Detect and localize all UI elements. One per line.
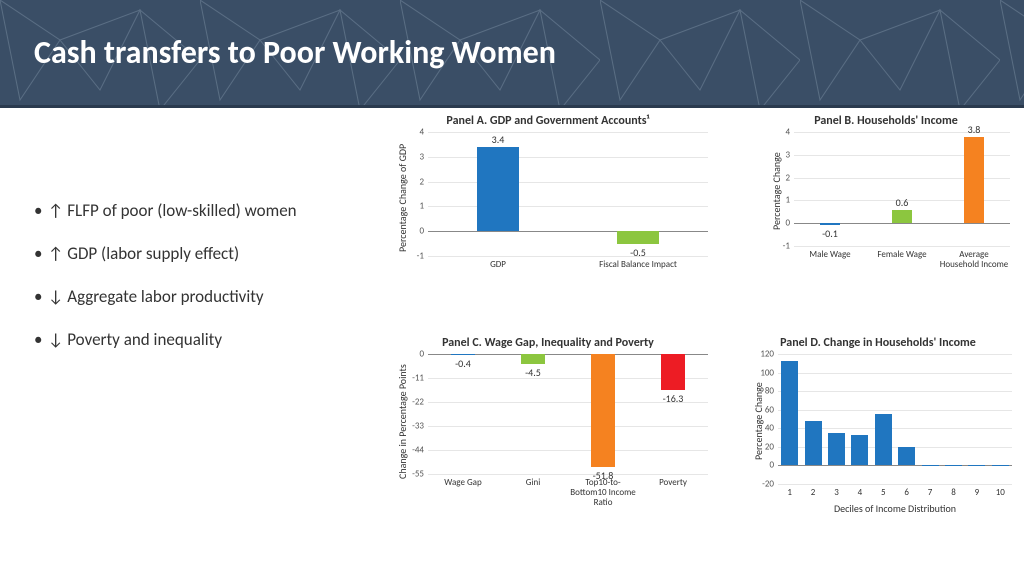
y-axis-label: Percentage Change bbox=[770, 152, 783, 230]
y-tick-label: 4 bbox=[785, 127, 794, 138]
bar-value-label: -4.5 bbox=[525, 366, 541, 379]
y-tick-label: -44 bbox=[412, 445, 428, 456]
chart-bar: -51.8 bbox=[591, 354, 615, 467]
slide-header: Cash transfers to Poor Working Women bbox=[0, 0, 1024, 108]
chart-bar: -0.4 bbox=[451, 354, 475, 355]
y-tick-label: 0 bbox=[769, 460, 778, 471]
y-axis-label: Percentage Change bbox=[752, 382, 765, 460]
bar-value-label: -0.1 bbox=[822, 227, 838, 240]
category-label: 7 bbox=[919, 488, 942, 498]
chart-bar: 3.8 bbox=[964, 137, 984, 224]
category-label: 3 bbox=[825, 488, 848, 498]
bullet-item: ↑ FLFP of poor (low-skilled) women bbox=[34, 200, 334, 223]
bullet-item: ↓ Aggregate labor productivity bbox=[34, 286, 334, 309]
category-label: Fiscal Balance Impact bbox=[569, 260, 706, 270]
y-tick-label: 0 bbox=[785, 218, 794, 229]
category-label: 10 bbox=[989, 488, 1012, 498]
y-tick-label: 20 bbox=[765, 441, 778, 452]
y-tick-label: 100 bbox=[760, 367, 778, 378]
y-tick-label: 40 bbox=[765, 423, 778, 434]
bar-value-label: -0.4 bbox=[455, 357, 471, 370]
y-tick-label: -33 bbox=[412, 421, 428, 432]
panel-title: Panel D. Change in Households' Income bbox=[744, 336, 1012, 350]
category-label: Female Wage bbox=[867, 250, 938, 260]
chart-bar bbox=[968, 465, 985, 466]
chart-bar: -16.3 bbox=[661, 354, 685, 390]
y-tick-label: 120 bbox=[760, 349, 778, 360]
panel-c-wage-gap-inequality-poverty: Panel C. Wage Gap, Inequality and Povert… bbox=[388, 336, 708, 514]
bullet-list: ↑ FLFP of poor (low-skilled) women ↑ GDP … bbox=[34, 200, 334, 372]
chart-plot-area: -101234-0.1Male Wage0.6Female Wage3.8Ave… bbox=[794, 132, 1010, 246]
panel-b-households-income: Panel B. Households' Income-101234-0.1Ma… bbox=[762, 114, 1010, 282]
y-tick-label: -11 bbox=[412, 373, 428, 384]
category-label: 5 bbox=[872, 488, 895, 498]
bar-value-label: -0.5 bbox=[630, 246, 646, 259]
panel-a-gdp-gov-accounts: Panel A. GDP and Government Accounts¹-10… bbox=[388, 114, 708, 282]
y-tick-label: 60 bbox=[765, 404, 778, 415]
category-label: Average Household Income bbox=[939, 250, 1010, 270]
chart-bar bbox=[805, 421, 822, 466]
y-tick-label: 0 bbox=[419, 349, 428, 360]
y-tick-label: 3 bbox=[785, 149, 794, 160]
bar-value-label: 0.6 bbox=[896, 196, 909, 209]
category-label: 4 bbox=[848, 488, 871, 498]
y-axis-label: Percentage Change of GDP bbox=[396, 143, 409, 251]
y-axis-label: Change in Percentage Points bbox=[396, 364, 409, 479]
chart-plot-area: -1012343.4GDP-0.5Fiscal Balance Impact bbox=[428, 132, 708, 256]
chart-bar: -4.5 bbox=[521, 354, 545, 364]
chart-plot-area: -55-44-33-22-110-0.4Wage Gap-4.5Gini-51.… bbox=[428, 354, 708, 474]
category-label: 1 bbox=[778, 488, 801, 498]
category-label: Top10-to-Bottom10 Income Ratio bbox=[569, 478, 638, 508]
category-label: 2 bbox=[802, 488, 825, 498]
bullet-item: ↑ GDP (labor supply effect) bbox=[34, 243, 334, 266]
x-axis-label: Deciles of Income Distribution bbox=[778, 502, 1012, 515]
chart-bar bbox=[851, 435, 868, 466]
y-tick-label: 4 bbox=[419, 127, 428, 138]
y-tick-label: 2 bbox=[419, 176, 428, 187]
chart-bar: -0.5 bbox=[617, 231, 659, 243]
category-label: Poverty bbox=[639, 478, 708, 488]
y-tick-label: 2 bbox=[785, 172, 794, 183]
category-label: Male Wage bbox=[795, 250, 866, 260]
bar-value-label: 3.8 bbox=[968, 123, 981, 136]
y-tick-label: 80 bbox=[765, 386, 778, 397]
bullet-item: ↓ Poverty and inequality bbox=[34, 329, 334, 352]
y-tick-label: 3 bbox=[419, 151, 428, 162]
chart-bar bbox=[875, 414, 892, 465]
y-tick-label: -22 bbox=[412, 397, 428, 408]
chart-bar bbox=[828, 433, 845, 466]
bar-value-label: -16.3 bbox=[663, 392, 684, 405]
chart-plot-area: -2002040608010012012345678910 bbox=[778, 354, 1012, 484]
category-label: 8 bbox=[942, 488, 965, 498]
chart-bar: 3.4 bbox=[477, 147, 519, 231]
panel-d-change-households-income: Panel D. Change in Households' Income -20… bbox=[744, 336, 1012, 514]
chart-bar bbox=[898, 447, 915, 466]
y-tick-label: -20 bbox=[762, 479, 778, 490]
y-tick-label: 0 bbox=[419, 226, 428, 237]
y-tick-label: -1 bbox=[783, 241, 794, 252]
panel-title: Panel C. Wage Gap, Inequality and Povert… bbox=[388, 336, 708, 350]
slide-title: Cash transfers to Poor Working Women bbox=[34, 33, 556, 72]
y-tick-label: -1 bbox=[417, 251, 428, 262]
category-label: Wage Gap bbox=[429, 478, 498, 488]
category-label: Gini bbox=[499, 478, 568, 488]
y-tick-label: 1 bbox=[785, 195, 794, 206]
category-label: GDP bbox=[429, 260, 566, 270]
category-label: 9 bbox=[965, 488, 988, 498]
y-tick-label: 1 bbox=[419, 201, 428, 212]
chart-bar: -0.1 bbox=[820, 223, 840, 225]
category-label: 6 bbox=[895, 488, 918, 498]
chart-bar: 0.6 bbox=[892, 210, 912, 224]
panel-title: Panel A. GDP and Government Accounts¹ bbox=[388, 114, 708, 128]
chart-bar bbox=[922, 465, 939, 466]
y-tick-label: -55 bbox=[412, 469, 428, 480]
chart-bar bbox=[781, 361, 798, 465]
bar-value-label: 3.4 bbox=[492, 133, 505, 146]
